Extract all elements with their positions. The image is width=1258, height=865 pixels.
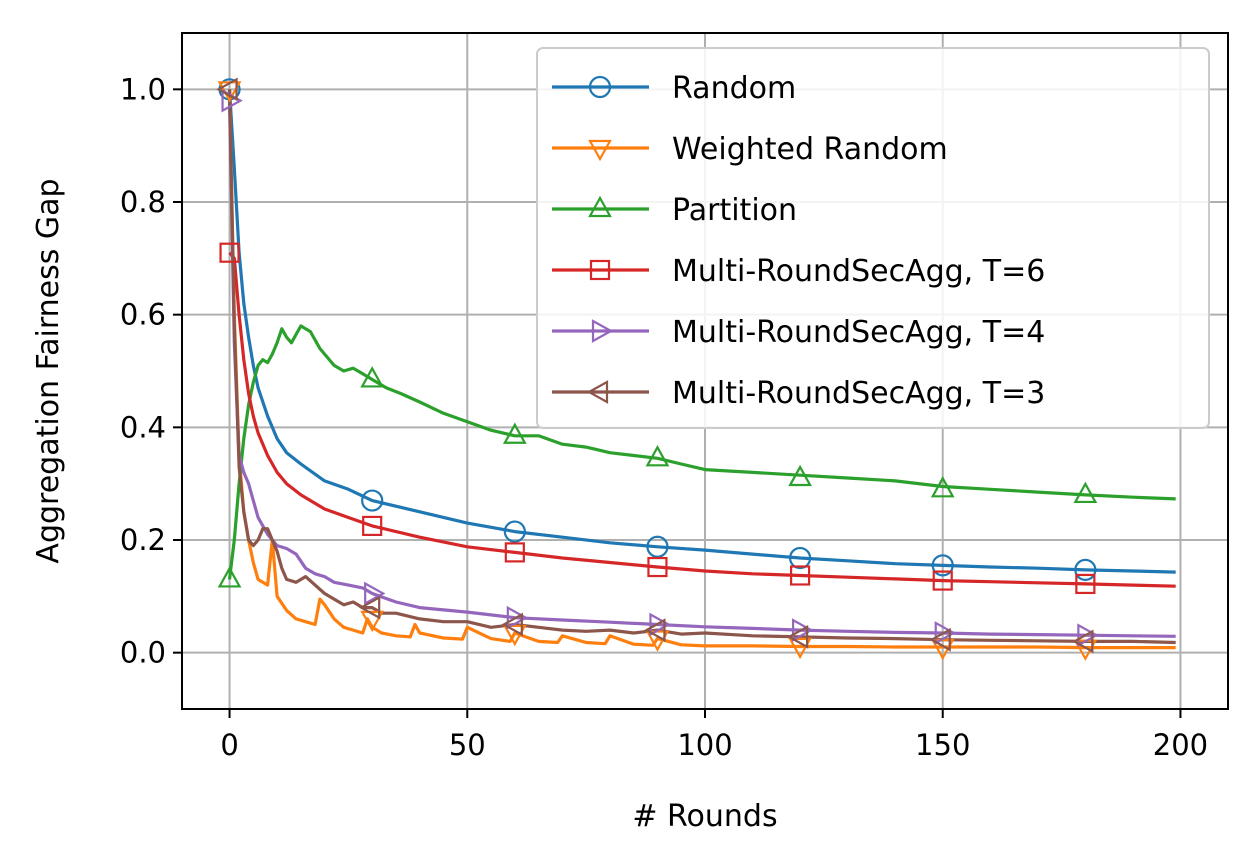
x-tick-label: 100 <box>677 728 732 762</box>
legend-marker-weighted-random <box>588 139 612 162</box>
legend-label-multi-roundsecagg-t-3: Multi-RoundSecAgg, T=3 <box>672 376 1045 411</box>
series-marker-partition <box>645 445 670 467</box>
series-marker-multi-roundsecagg-t-6 <box>504 542 525 563</box>
series-marker-multi-roundsecagg-t-3 <box>644 618 666 643</box>
legend-marker-partition <box>588 195 612 218</box>
series-marker-multi-roundsecagg-t-3 <box>929 627 951 652</box>
legend-marker-multi-roundsecagg-t-6 <box>589 259 611 281</box>
y-tick-label: 0.8 <box>120 185 166 219</box>
legend-label-partition: Partition <box>672 193 797 228</box>
series-marker-multi-roundsecagg-t-6 <box>1075 573 1096 595</box>
legend-marker-multi-roundsecagg-t-4 <box>591 319 614 343</box>
x-tick-label: 0 <box>220 728 238 762</box>
series-marker-random <box>788 546 812 570</box>
series-marker-random <box>931 554 954 577</box>
series-line-partition <box>227 324 1176 580</box>
series-markers <box>216 77 1099 661</box>
series-marker-multi-roundsecagg-t-3 <box>1072 629 1094 654</box>
series-marker-multi-roundsecagg-t-4 <box>934 621 956 645</box>
x-tick-label: 200 <box>1153 728 1208 762</box>
series-marker-partition <box>1073 481 1098 504</box>
x-axis-label: # Rounds <box>632 799 777 834</box>
series-marker-multi-roundsecagg-t-4 <box>649 612 671 637</box>
series-marker-multi-roundsecagg-t-4 <box>506 605 529 630</box>
y-axis-label: Aggregation Fairness Gap <box>31 178 66 563</box>
series-marker-partition <box>360 366 385 388</box>
series-marker-weighted-random <box>788 637 812 660</box>
series-marker-multi-roundsecagg-t-3 <box>216 77 238 102</box>
series-marker-multi-roundsecagg-t-4 <box>364 581 386 606</box>
y-tick-label: 0.0 <box>120 636 166 670</box>
y-tick-label: 0.2 <box>120 523 166 557</box>
legend-box <box>536 47 1210 429</box>
y-tick-label: 1.0 <box>120 72 166 106</box>
series-marker-partition <box>502 422 527 444</box>
series-marker-multi-roundsecagg-t-6 <box>362 515 383 537</box>
series-marker-multi-roundsecagg-t-4 <box>791 618 814 643</box>
legend-label-multi-roundsecagg-t-6: Multi-RoundSecAgg, T=6 <box>672 254 1045 289</box>
series-marker-multi-roundsecagg-t-4 <box>1077 623 1099 648</box>
series-marker-random <box>361 489 384 512</box>
series-line-multi-roundsecagg-t-6 <box>228 251 1176 588</box>
series-marker-multi-roundsecagg-t-3 <box>358 595 381 620</box>
series-line-multi-roundsecagg-t-4 <box>227 100 1176 638</box>
series-marker-random <box>1074 558 1097 581</box>
series-marker-random <box>646 535 669 558</box>
series-marker-weighted-random <box>502 624 527 647</box>
x-tick-label: 50 <box>449 728 486 762</box>
legend-label-weighted-random: Weighted Random <box>672 132 948 167</box>
x-tick-label: 150 <box>915 728 970 762</box>
series-marker-partition <box>217 566 242 588</box>
series-marker-random <box>503 520 526 543</box>
series-marker-weighted-random <box>360 610 385 633</box>
legend-marker-random <box>588 75 612 99</box>
series-marker-partition <box>788 464 812 487</box>
legend-marker-multi-roundsecagg-t-3 <box>586 380 609 404</box>
series-marker-multi-roundsecagg-t-6 <box>789 565 811 586</box>
legend-label-random: Random <box>672 71 796 106</box>
series-lines <box>227 89 1176 650</box>
y-tick-label: 0.6 <box>120 298 166 332</box>
series-marker-multi-roundsecagg-t-6 <box>647 556 668 578</box>
series-marker-multi-roundsecagg-t-6 <box>219 242 240 263</box>
legend: Random Weighted Random Partition Multi-Roun… <box>536 47 1210 429</box>
y-tick-label: 0.4 <box>120 410 166 444</box>
axis-ticks: 0 50 100 150 200 0.0 0.2 0.4 0.6 0.8 1.0 <box>120 72 1208 762</box>
series-marker-partition <box>930 476 955 498</box>
series-marker-multi-roundsecagg-t-3 <box>501 612 523 637</box>
legend-label-multi-roundsecagg-t-4: Multi-RoundSecAgg, T=4 <box>672 315 1045 350</box>
series-marker-multi-roundsecagg-t-3 <box>786 625 809 649</box>
series-marker-multi-roundsecagg-t-6 <box>932 570 953 591</box>
series-line-multi-roundsecagg-t-3 <box>227 89 1176 645</box>
series-line-random <box>227 89 1176 574</box>
